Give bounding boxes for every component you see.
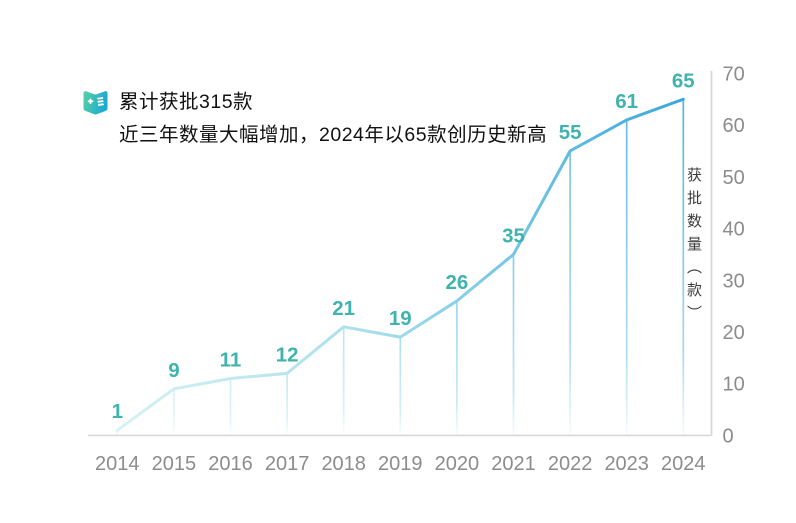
y-tick-label: 0 bbox=[723, 425, 734, 447]
y-tick-label: 10 bbox=[723, 374, 745, 396]
x-tick-label: 2016 bbox=[208, 453, 253, 475]
y-tick-label: 70 bbox=[723, 63, 745, 85]
y-axis-title: 获批数量（款） bbox=[685, 167, 702, 328]
data-point-label: 26 bbox=[445, 271, 468, 294]
annotation-line2: 近三年数量大幅增加，2024年以65款创历史新高 bbox=[119, 124, 548, 146]
data-point-label: 11 bbox=[220, 349, 242, 372]
y-tick-label: 40 bbox=[723, 219, 745, 241]
data-point-label: 61 bbox=[615, 90, 638, 113]
y-tick-label: 30 bbox=[723, 270, 745, 292]
data-point-label: 55 bbox=[559, 121, 582, 144]
x-tick-label: 2020 bbox=[435, 453, 480, 475]
trend-line bbox=[115, 97, 685, 432]
data-point-label: 1 bbox=[112, 400, 123, 423]
y-tick-label: 60 bbox=[723, 115, 745, 137]
x-tick-label: 2022 bbox=[548, 453, 593, 475]
x-tick-label: 2015 bbox=[152, 453, 197, 475]
data-point-label: 65 bbox=[672, 69, 695, 92]
data-point-label: 12 bbox=[276, 343, 299, 366]
annotation-block: 累计获批315款 近三年数量大幅增加，2024年以65款创历史新高 bbox=[82, 86, 547, 152]
data-point-label: 9 bbox=[168, 359, 179, 382]
y-tick-label: 20 bbox=[723, 322, 745, 344]
x-tick-label: 2021 bbox=[491, 453, 536, 475]
x-tick-label: 2019 bbox=[378, 453, 423, 475]
x-tick-label: 2017 bbox=[265, 453, 310, 475]
data-point-label: 21 bbox=[332, 297, 355, 320]
x-tick-label: 2023 bbox=[604, 453, 649, 475]
x-tick-label: 2018 bbox=[321, 453, 366, 475]
x-tick-label: 2014 bbox=[95, 453, 140, 475]
report-book-icon bbox=[83, 91, 108, 115]
y-tick-label: 50 bbox=[723, 167, 745, 189]
x-tick-label: 2024 bbox=[661, 453, 706, 475]
annotation-line1: 累计获批315款 bbox=[119, 91, 254, 113]
data-point-label: 35 bbox=[502, 224, 525, 247]
data-point-label: 19 bbox=[389, 307, 412, 330]
